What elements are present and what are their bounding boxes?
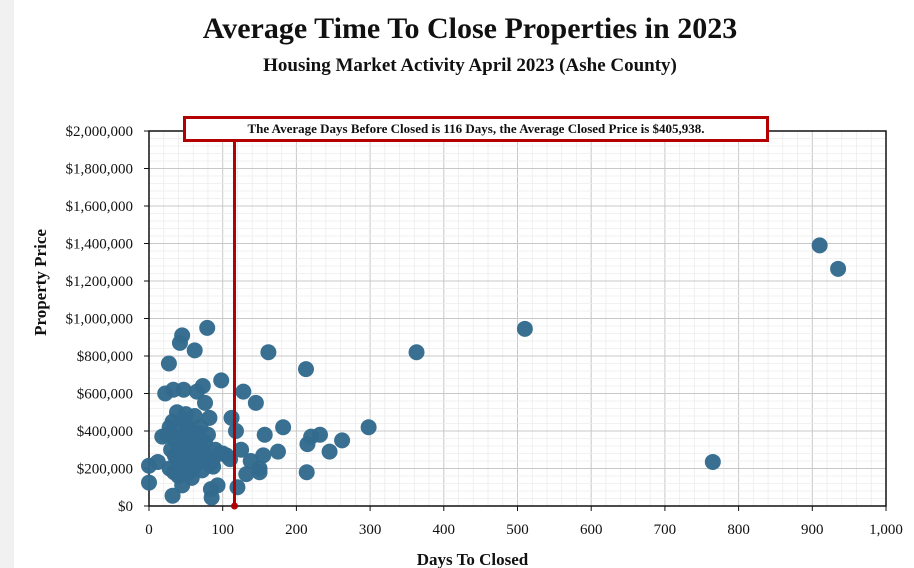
data-point	[199, 319, 216, 336]
data-point	[203, 489, 220, 506]
data-point	[275, 419, 292, 436]
chart-title: Average Time To Close Properties in 2023	[202, 12, 738, 45]
data-point	[235, 383, 252, 400]
y-tick-label: $400,000	[77, 424, 133, 440]
data-point	[247, 394, 264, 411]
data-point	[164, 487, 181, 504]
data-point	[311, 426, 328, 443]
data-point	[256, 426, 273, 443]
data-point	[209, 477, 226, 494]
data-point	[194, 378, 211, 394]
x-tick-label: 500	[506, 522, 529, 538]
y-tick-label: $1,800,000	[66, 162, 134, 178]
x-tick-label: 700	[654, 522, 677, 538]
chart-subtitle: Housing Market Activity April 2023 (Ashe…	[263, 55, 677, 76]
y-tick-label: $600,000	[77, 387, 133, 403]
data-point	[260, 344, 277, 361]
average-annotation-text: The Average Days Before Closed is 116 Da…	[247, 121, 705, 136]
data-point	[174, 327, 191, 344]
data-point	[516, 320, 533, 337]
data-point	[199, 426, 216, 443]
x-tick-label: 400	[433, 522, 456, 538]
data-point	[194, 441, 211, 458]
y-axis-ticks: $0 $200,000 $400,000 $600,000 $800,000 $1,000…	[66, 124, 149, 515]
data-point	[229, 479, 246, 496]
data-point	[360, 419, 377, 436]
data-points	[141, 237, 847, 506]
data-point	[186, 342, 203, 359]
y-tick-label: $1,600,000	[66, 199, 134, 215]
data-point	[197, 394, 214, 411]
x-tick-label: 900	[801, 522, 824, 538]
data-point	[251, 464, 268, 481]
x-axis-ticks: 0 100 200 300 400 500 600 700 800 900 1,000	[145, 506, 903, 538]
y-tick-label: $0	[118, 499, 133, 515]
data-point	[141, 474, 157, 491]
data-point	[149, 453, 166, 470]
data-point	[297, 361, 314, 378]
data-point	[269, 443, 286, 460]
data-point	[321, 443, 338, 460]
data-point	[830, 260, 847, 277]
data-point	[238, 466, 255, 483]
x-tick-label: 0	[145, 522, 153, 538]
y-tick-label: $200,000	[77, 462, 133, 478]
data-point	[408, 344, 425, 361]
data-point	[213, 372, 230, 389]
y-tick-label: $1,200,000	[66, 274, 134, 290]
x-axis-title: Days To Closed	[417, 550, 529, 568]
y-axis-title: Property Price	[31, 229, 50, 336]
x-tick-label: 300	[359, 522, 382, 538]
x-tick-label: 600	[580, 522, 603, 538]
average-annotation-box: The Average Days Before Closed is 116 Da…	[183, 116, 769, 142]
x-tick-label: 100	[211, 522, 234, 538]
y-tick-label: $2,000,000	[66, 124, 134, 140]
y-tick-label: $1,400,000	[66, 237, 134, 253]
y-tick-label: $800,000	[77, 349, 133, 365]
data-point	[160, 355, 177, 372]
x-tick-label: 800	[727, 522, 750, 538]
data-point	[334, 432, 351, 449]
data-point	[704, 453, 721, 470]
data-point	[255, 447, 272, 464]
left-margin-strip	[0, 0, 14, 568]
x-tick-label: 1,000	[869, 522, 903, 538]
data-point	[811, 237, 828, 254]
data-point	[298, 464, 315, 481]
data-point	[233, 441, 250, 458]
average-days-marker	[230, 502, 238, 510]
y-tick-label: $1,000,000	[66, 312, 134, 328]
x-tick-label: 200	[285, 522, 308, 538]
data-point	[187, 456, 204, 473]
data-point	[175, 381, 192, 398]
